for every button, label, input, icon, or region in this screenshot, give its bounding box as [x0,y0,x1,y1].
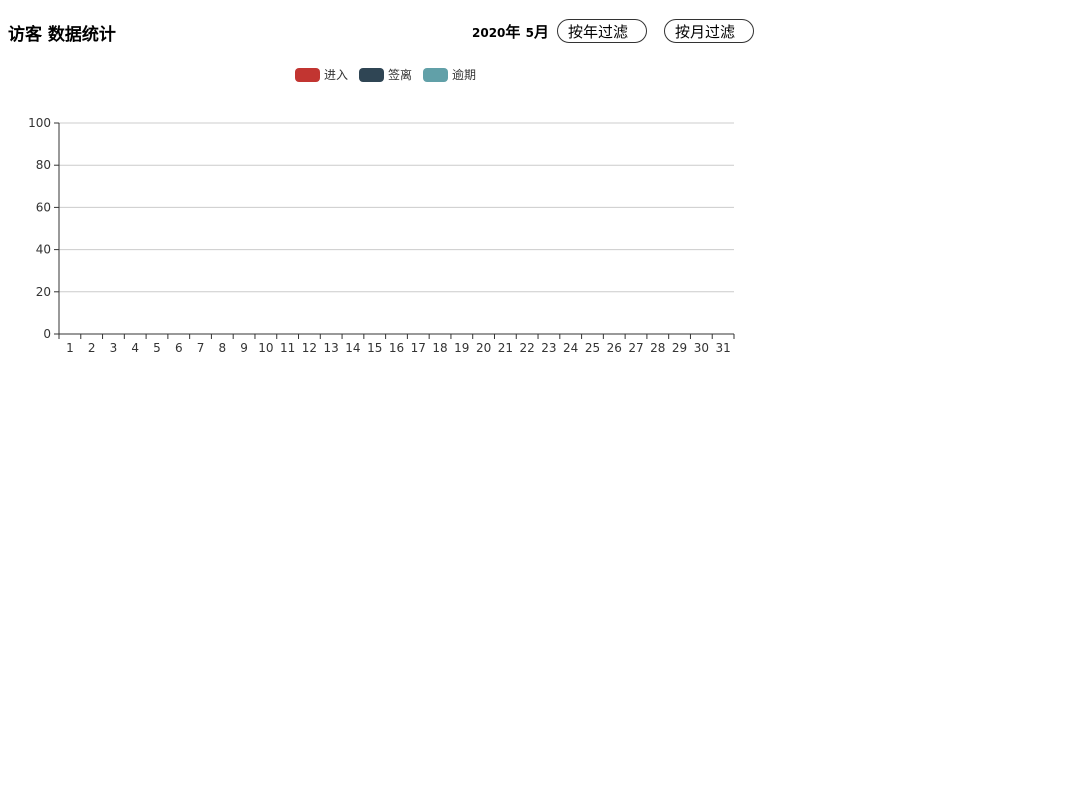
x-tick-label: 3 [110,341,118,355]
x-tick-label: 6 [175,341,183,355]
y-tick-label: 80 [36,158,51,172]
y-tick-label: 20 [36,285,51,299]
x-tick-label: 14 [345,341,360,355]
x-tick-label: 25 [585,341,600,355]
month-unit: 月 [534,22,550,41]
legend-label: 签离 [388,67,412,82]
date-readout: 2020年 5月 [472,21,549,42]
visitor-chart: 进入 签离 逾期 0 20 40 60 80 100 1 2 3 4 5 6 7 8 9 10 11 12 13 14 15 1… [0,60,760,370]
legend-label: 逾期 [452,67,476,82]
x-tick-label: 23 [541,341,556,355]
x-tick-label: 15 [367,341,382,355]
x-tick-label: 18 [432,341,447,355]
x-tick-label: 5 [153,341,161,355]
x-tick-label: 8 [218,341,226,355]
x-tick-label: 24 [563,341,578,355]
x-tick-label: 13 [324,341,339,355]
y-tick-label: 0 [43,327,51,341]
x-tick-label: 12 [302,341,317,355]
x-tick-label: 2 [88,341,96,355]
x-tick-label: 9 [240,341,248,355]
x-tick-label: 30 [694,341,709,355]
x-tick-label: 29 [672,341,687,355]
x-tick-label: 19 [454,341,469,355]
y-tick-label: 100 [28,116,51,130]
x-tick-label: 4 [131,341,139,355]
legend-swatch [423,68,448,82]
legend-label: 进入 [324,68,348,82]
legend-swatch [359,68,384,82]
x-tick-label: 20 [476,341,491,355]
month-value: 5 [525,25,535,40]
filter-by-month-button[interactable]: 按月过滤 [664,19,755,43]
year-unit: 年 [505,22,521,41]
x-tick-label: 11 [280,341,295,355]
x-tick-label: 22 [520,341,535,355]
filter-bar: 2020年 5月 按年过滤 按月过滤 [472,18,755,44]
x-tick-label: 16 [389,341,404,355]
x-tick-label: 10 [258,341,273,355]
legend-swatch [295,68,320,82]
page-title: 访客 数据统计 [8,25,116,45]
y-tick-label: 60 [36,200,51,214]
x-tick-label: 27 [628,341,643,355]
y-tick-label: 40 [36,243,51,257]
x-tick-label: 7 [197,341,205,355]
x-tick-label: 1 [66,341,74,355]
x-tick-label: 17 [411,341,426,355]
x-tick-label: 26 [607,341,622,355]
year-value: 2020 [472,25,506,40]
x-tick-label: 21 [498,341,513,355]
filter-by-year-button[interactable]: 按年过滤 [557,19,648,43]
x-tick-label: 28 [650,341,665,355]
x-tick-label: 31 [715,341,730,355]
